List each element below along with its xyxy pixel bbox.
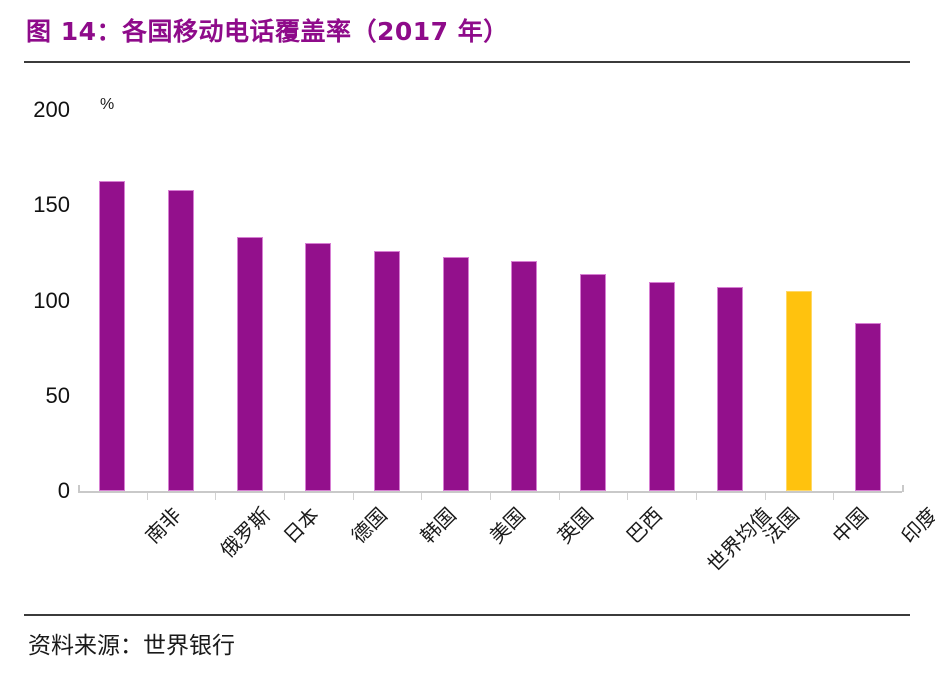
bar-4 — [374, 250, 400, 491]
y-axis-tick-label: 0 — [57, 478, 70, 503]
x-axis-tick — [352, 492, 354, 500]
x-axis-tick — [146, 492, 148, 500]
y-axis-tick-label: 200 — [33, 97, 70, 122]
x-axis-tick — [284, 492, 285, 500]
y-axis-tick-label: 150 — [33, 192, 70, 218]
bar-5 — [442, 256, 469, 491]
x-axis-line — [78, 491, 902, 493]
x-axis-label-2: 日本 — [278, 502, 324, 549]
x-axis-tick — [490, 492, 491, 500]
x-axis-tick — [764, 492, 766, 500]
x-axis-tick — [215, 492, 217, 500]
x-axis-label-7: 巴西 — [621, 502, 667, 549]
y-axis-tick-label: 100 — [33, 287, 70, 313]
bar-6 — [511, 260, 538, 491]
bar-9 — [717, 287, 744, 491]
x-axis-tick — [627, 492, 629, 500]
bar-2 — [236, 236, 263, 491]
x-axis-label-4: 韩国 — [415, 502, 461, 549]
x-axis-label-10: 中国 — [827, 502, 873, 549]
y-axis-tick-labels: 0 50 100 150 200 — [0, 0, 70, 676]
x-axis-label-5: 美国 — [484, 502, 530, 549]
x-axis-label-3: 德国 — [346, 502, 393, 549]
header-divider — [24, 61, 910, 63]
bar-10 — [786, 290, 812, 491]
x-axis-label-6: 英国 — [552, 502, 599, 549]
y-axis-unit-label: % — [100, 96, 115, 113]
page-title: 图 14：各国移动电话覆盖率（2017 年） — [26, 17, 509, 46]
x-axis-tick — [421, 492, 423, 500]
bar-3 — [305, 243, 332, 491]
bar-0 — [99, 180, 126, 491]
x-axis-end-cap — [78, 485, 80, 492]
x-axis-end-cap — [902, 485, 904, 492]
x-axis-label-1: 俄罗斯 — [215, 502, 275, 563]
x-axis-tick — [696, 492, 697, 500]
bar-11 — [854, 323, 881, 491]
source-note: 资料来源：世界银行 — [28, 633, 235, 659]
x-axis-label-8: 世界均值 — [701, 502, 776, 577]
x-axis-label-11: 印度 — [896, 502, 935, 549]
y-axis-tick-label: 50 — [45, 382, 70, 408]
x-axis-label-0: 南非 — [140, 502, 187, 549]
bar-8 — [648, 282, 675, 491]
bar-1 — [168, 190, 194, 491]
x-axis-tick — [558, 492, 560, 500]
x-axis-tick — [833, 492, 835, 500]
bar-7 — [580, 273, 606, 491]
footer-divider — [24, 614, 910, 616]
